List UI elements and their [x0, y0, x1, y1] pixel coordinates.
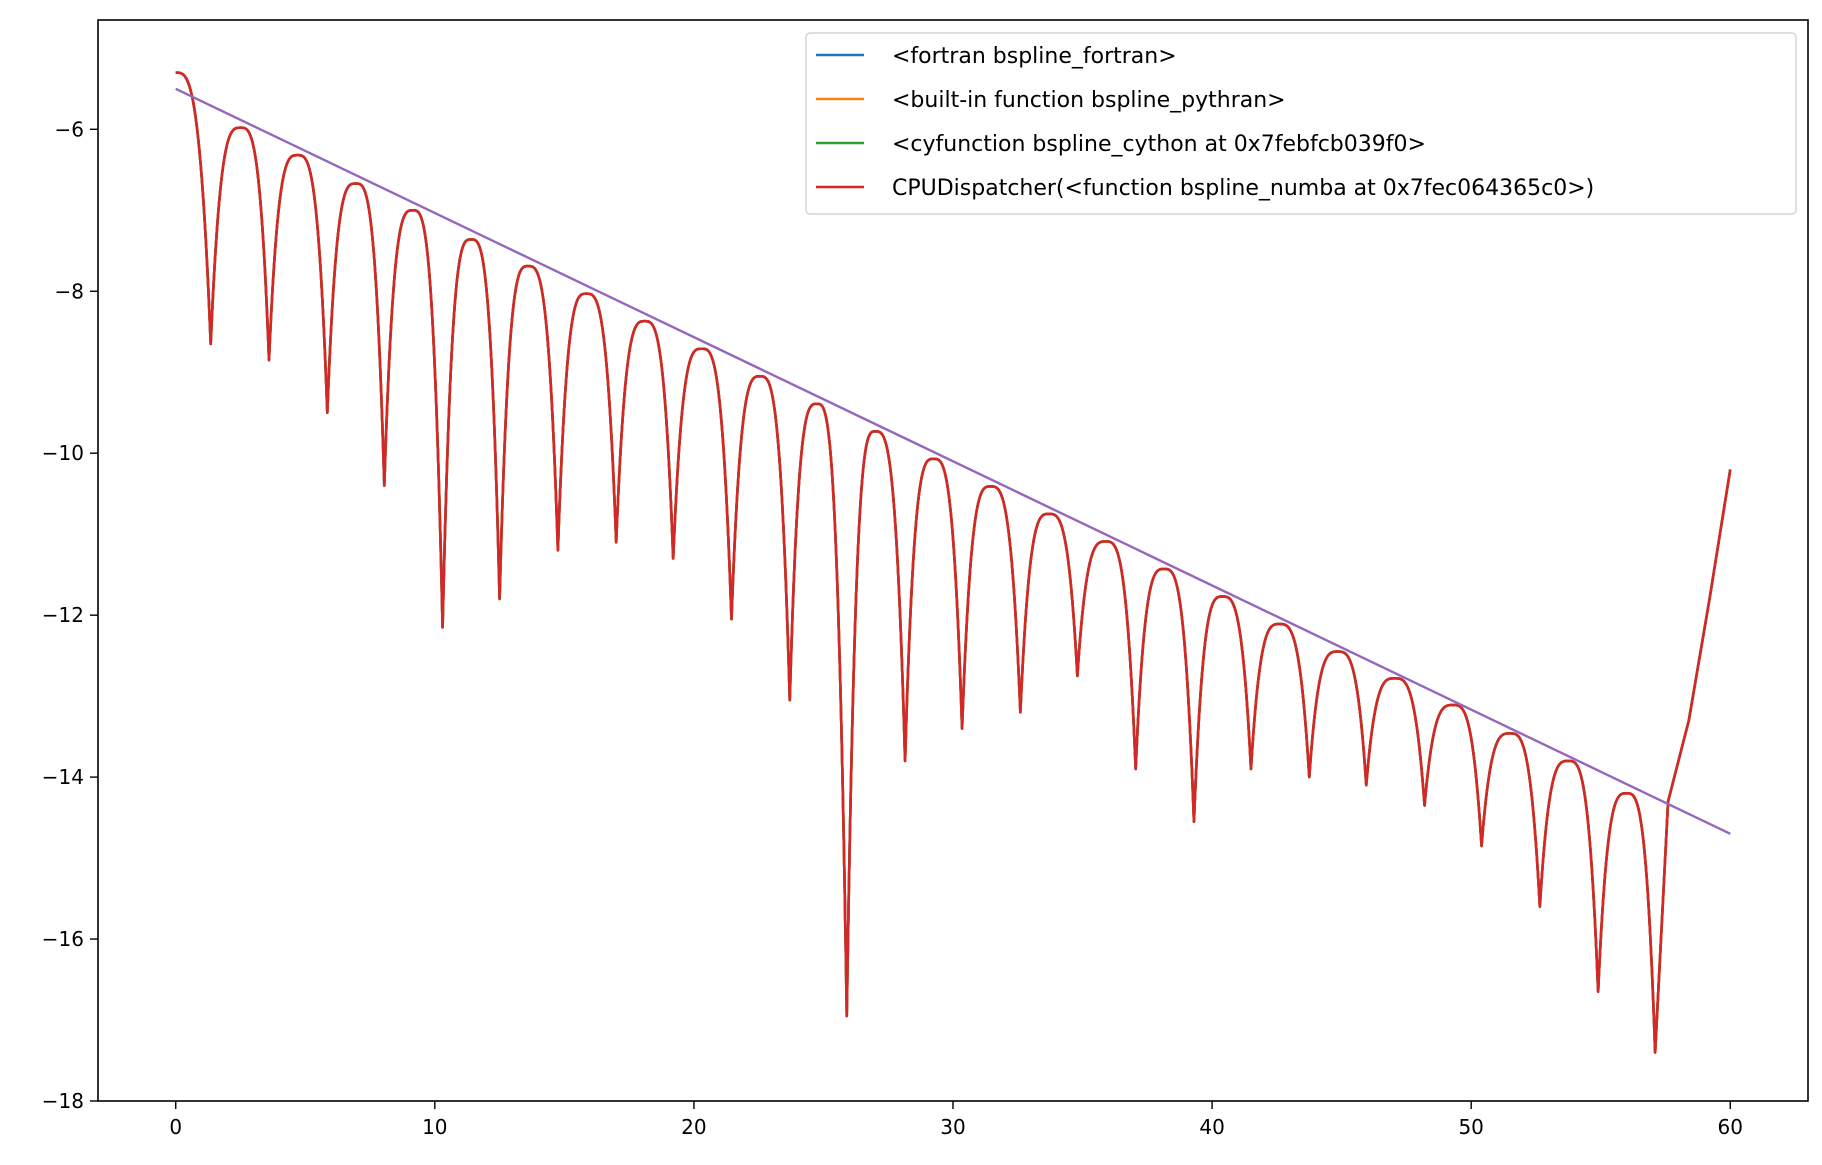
y-axis: −18 −16 −14 −12 −10 −8 −6 [42, 117, 98, 1113]
x-axis: 0 10 20 30 40 50 60 [169, 1101, 1743, 1139]
x-tick-label: 30 [940, 1115, 965, 1139]
legend-label: <built-in function bspline_pythran> [892, 88, 1286, 113]
x-tick-label: 40 [1199, 1115, 1224, 1139]
legend: <fortran bspline_fortran> <built-in funct… [805, 32, 1797, 215]
y-tick-label: −6 [55, 117, 84, 141]
legend-label: CPUDispatcher(<function bspline_numba at… [892, 176, 1594, 201]
x-tick-label: 60 [1718, 1115, 1743, 1139]
x-tick-label: 0 [169, 1115, 182, 1139]
x-tick-label: 20 [681, 1115, 706, 1139]
y-tick-label: −8 [55, 279, 84, 303]
y-tick-label: −10 [42, 441, 84, 465]
y-tick-label: −12 [42, 603, 84, 627]
legend-box [805, 32, 1797, 215]
x-tick-label: 50 [1458, 1115, 1483, 1139]
series-line-4 [175, 71, 1732, 1054]
trend-line [175, 87, 1731, 835]
y-tick-label: −16 [42, 927, 84, 951]
plot-lines [175, 71, 1732, 1054]
y-tick-label: −18 [42, 1089, 84, 1113]
legend-label: <fortran bspline_fortran> [892, 44, 1177, 69]
legend-label: <cyfunction bspline_cython at 0x7febfcb0… [892, 132, 1426, 157]
y-tick-label: −14 [42, 765, 84, 789]
x-tick-label: 10 [422, 1115, 447, 1139]
